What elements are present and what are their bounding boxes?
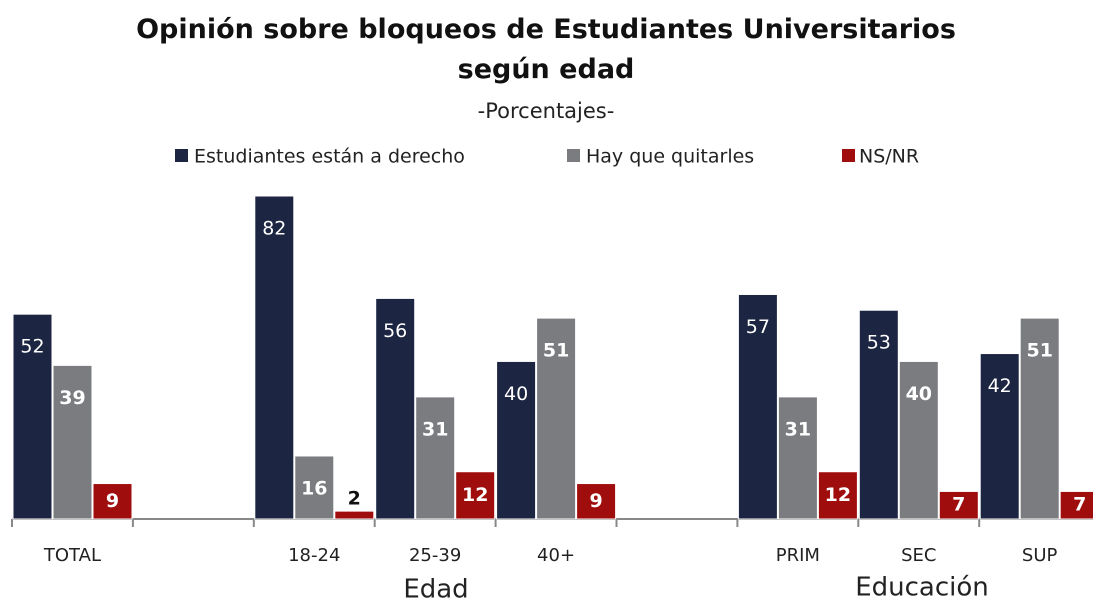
- x-tick-label: PRIM: [776, 545, 820, 566]
- data-label: 7: [1073, 494, 1086, 516]
- bar: [294, 455, 335, 520]
- chart-title: Opinión sobre bloqueos de Estudiantes Un…: [136, 14, 956, 85]
- x-tick-label: TOTAL: [43, 545, 101, 566]
- bar: [938, 490, 979, 520]
- data-label: 39: [59, 387, 85, 409]
- bar: [375, 297, 416, 520]
- group-label: Edad: [403, 575, 468, 602]
- data-label: 52: [20, 336, 44, 358]
- bar: [817, 471, 858, 520]
- data-label: 51: [1026, 340, 1052, 362]
- data-label: 31: [422, 418, 448, 440]
- legend-label: Estudiantes están a derecho: [194, 146, 465, 168]
- bar: [737, 293, 778, 520]
- data-label: 31: [785, 418, 811, 440]
- data-label: 42: [988, 375, 1012, 397]
- data-label: 40: [504, 383, 528, 405]
- data-label: 40: [906, 383, 932, 405]
- bar: [979, 353, 1020, 520]
- data-label: 57: [746, 316, 770, 338]
- legend-label: Hay que quitarles: [586, 146, 754, 168]
- bar: [1059, 490, 1093, 520]
- data-label: 82: [262, 218, 286, 240]
- bar: [254, 195, 295, 520]
- x-tick-label: SUP: [1022, 545, 1058, 566]
- bar: [496, 360, 537, 520]
- bar: [12, 313, 53, 520]
- legend-label: NS/NR: [859, 146, 919, 168]
- data-label: 51: [543, 340, 569, 362]
- chart-subtitle: -Porcentajes-: [478, 99, 615, 123]
- data-label: 12: [825, 484, 851, 506]
- data-label: 53: [867, 332, 891, 354]
- x-tick-label: 18-24: [288, 545, 340, 566]
- bar: [777, 396, 818, 520]
- bar: [536, 317, 577, 520]
- x-tick-label: SEC: [901, 545, 936, 566]
- bar: [898, 360, 939, 520]
- data-label: 56: [383, 320, 407, 342]
- bar: [415, 396, 456, 520]
- legend-swatch: [175, 149, 188, 162]
- group-label: Educación: [855, 573, 989, 602]
- data-label: 16: [301, 477, 327, 499]
- data-label: 9: [589, 490, 602, 512]
- bar: [334, 510, 375, 520]
- data-label: 2: [348, 488, 361, 510]
- data-label: 12: [462, 484, 488, 506]
- legend-swatch: [567, 149, 580, 162]
- bar: [858, 309, 899, 520]
- bar: [455, 471, 496, 520]
- legend-swatch: [842, 149, 855, 162]
- x-tick-label: 40+: [537, 545, 575, 566]
- x-tick-label: 25-39: [409, 545, 461, 566]
- data-label: 9: [106, 490, 119, 512]
- data-label: 7: [952, 494, 965, 516]
- bar: [1019, 317, 1060, 520]
- bar: [52, 364, 93, 520]
- bar: [92, 483, 133, 520]
- bar: [576, 483, 617, 520]
